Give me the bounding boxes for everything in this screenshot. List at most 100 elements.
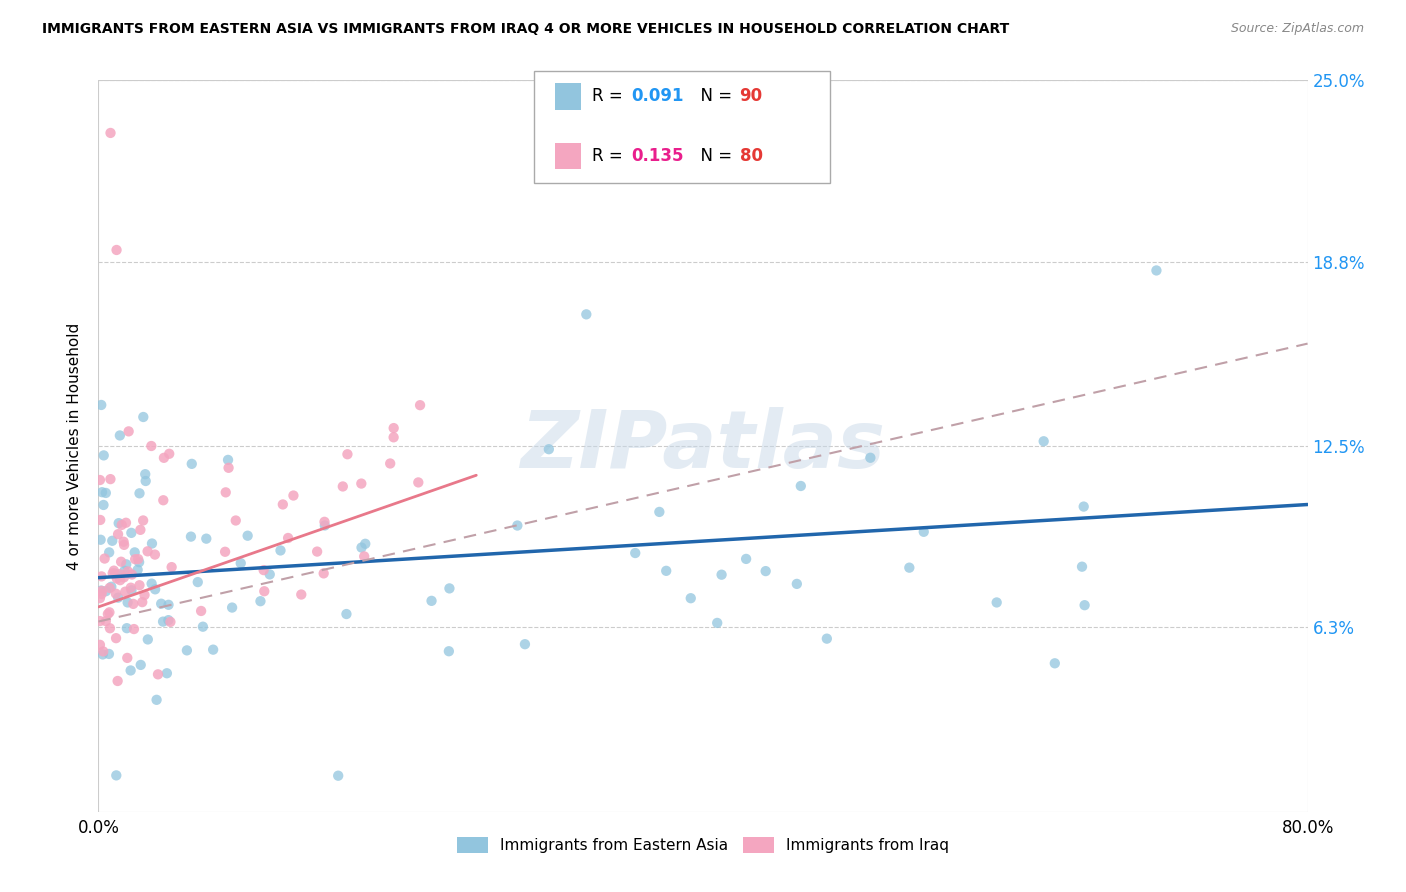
Immigrants from Eastern Asia [202, 642, 225, 657]
Immigrants from Eastern Asia [98, 545, 121, 559]
Immigrants from Eastern Asia [513, 637, 536, 651]
Immigrants from Iraq [277, 531, 299, 545]
Immigrants from Iraq [101, 566, 124, 581]
Immigrants from Eastern Asia [506, 518, 529, 533]
Immigrants from Iraq [382, 421, 405, 435]
Immigrants from Eastern Asia [575, 307, 598, 321]
Immigrants from Iraq [121, 567, 143, 582]
Immigrants from Eastern Asia [135, 474, 157, 488]
Immigrants from Eastern Asia [1146, 263, 1168, 277]
Immigrants from Eastern Asia [898, 560, 921, 574]
Immigrants from Eastern Asia [439, 582, 461, 596]
Immigrants from Eastern Asia [354, 537, 377, 551]
Immigrants from Eastern Asia [108, 428, 131, 442]
Immigrants from Eastern Asia [335, 607, 357, 621]
Immigrants from Iraq [127, 552, 149, 566]
Immigrants from Iraq [94, 614, 117, 628]
Immigrants from Iraq [122, 597, 145, 611]
Immigrants from Iraq [136, 544, 159, 558]
Immigrants from Iraq [353, 549, 375, 564]
Immigrants from Eastern Asia [141, 536, 163, 550]
Immigrants from Eastern Asia [115, 621, 138, 635]
Immigrants from Eastern Asia [93, 498, 115, 512]
Immigrants from Eastern Asia [101, 533, 124, 548]
Immigrants from Iraq [160, 560, 183, 574]
Immigrants from Iraq [90, 569, 112, 583]
Text: 0.135: 0.135 [631, 147, 683, 165]
Immigrants from Iraq [98, 581, 121, 595]
Immigrants from Eastern Asia [157, 598, 180, 612]
Immigrants from Eastern Asia [912, 524, 935, 539]
Immigrants from Eastern Asia [735, 552, 758, 566]
Immigrants from Eastern Asia [180, 530, 202, 544]
Immigrants from Iraq [112, 538, 135, 552]
Immigrants from Iraq [122, 622, 145, 636]
Immigrants from Iraq [98, 605, 121, 619]
Immigrants from Eastern Asia [93, 449, 115, 463]
Immigrants from Iraq [336, 447, 359, 461]
Immigrants from Eastern Asia [117, 595, 139, 609]
Immigrants from Eastern Asia [217, 453, 239, 467]
Immigrants from Iraq [152, 493, 174, 508]
Immigrants from Eastern Asia [90, 583, 112, 598]
Immigrants from Eastern Asia [537, 442, 560, 457]
Y-axis label: 4 or more Vehicles in Household: 4 or more Vehicles in Household [67, 322, 83, 570]
Immigrants from Eastern Asia [150, 597, 173, 611]
Immigrants from Eastern Asia [107, 516, 129, 531]
Immigrants from Iraq [97, 607, 120, 621]
Immigrants from Iraq [89, 638, 111, 652]
Immigrants from Eastern Asia [815, 632, 838, 646]
Immigrants from Eastern Asia [648, 505, 671, 519]
Immigrants from Eastern Asia [655, 564, 678, 578]
Immigrants from Iraq [110, 555, 132, 569]
Immigrants from Iraq [128, 578, 150, 592]
Immigrants from Eastern Asia [1073, 598, 1095, 612]
Immigrants from Eastern Asia [191, 620, 214, 634]
Immigrants from Iraq [118, 425, 141, 439]
Immigrants from Iraq [380, 457, 402, 471]
Immigrants from Iraq [117, 651, 139, 665]
Immigrants from Iraq [112, 570, 135, 584]
Immigrants from Iraq [132, 513, 155, 527]
Immigrants from Iraq [115, 516, 138, 530]
Immigrants from Iraq [98, 621, 121, 635]
Immigrants from Eastern Asia [124, 545, 146, 559]
Immigrants from Iraq [141, 439, 163, 453]
Immigrants from Iraq [111, 517, 134, 532]
Immigrants from Eastern Asia [270, 543, 292, 558]
Text: R =: R = [592, 147, 628, 165]
Immigrants from Eastern Asia [105, 768, 128, 782]
Immigrants from Eastern Asia [127, 563, 149, 577]
Immigrants from Eastern Asia [115, 558, 138, 572]
Immigrants from Iraq [120, 581, 142, 595]
Immigrants from Iraq [143, 548, 166, 562]
Immigrants from Iraq [382, 430, 405, 444]
Text: IMMIGRANTS FROM EASTERN ASIA VS IMMIGRANTS FROM IRAQ 4 OR MORE VEHICLES IN HOUSE: IMMIGRANTS FROM EASTERN ASIA VS IMMIGRAN… [42, 22, 1010, 37]
Immigrants from Eastern Asia [249, 594, 271, 608]
Immigrants from Iraq [105, 631, 128, 645]
Immigrants from Eastern Asia [141, 576, 163, 591]
Immigrants from Eastern Asia [195, 532, 218, 546]
Immigrants from Eastern Asia [97, 647, 120, 661]
Immigrants from Eastern Asia [420, 594, 443, 608]
Text: ZIPatlas: ZIPatlas [520, 407, 886, 485]
Immigrants from Iraq [153, 450, 176, 465]
Immigrants from Eastern Asia [136, 632, 159, 647]
Immigrants from Eastern Asia [859, 450, 882, 465]
Immigrants from Iraq [100, 472, 122, 486]
Text: 0.091: 0.091 [631, 87, 683, 105]
Immigrants from Eastern Asia [679, 591, 702, 606]
Immigrants from Eastern Asia [107, 591, 129, 605]
Immigrants from Eastern Asia [236, 529, 259, 543]
Immigrants from Eastern Asia [710, 567, 733, 582]
Immigrants from Iraq [108, 567, 131, 582]
Text: 90: 90 [740, 87, 762, 105]
Immigrants from Eastern Asia [94, 584, 117, 599]
Immigrants from Iraq [159, 615, 181, 629]
Immigrants from Iraq [89, 473, 111, 487]
Immigrants from Iraq [146, 667, 169, 681]
Immigrants from Eastern Asia [350, 541, 373, 555]
Immigrants from Eastern Asia [176, 643, 198, 657]
Immigrants from Iraq [114, 584, 136, 599]
Immigrants from Eastern Asia [437, 644, 460, 658]
